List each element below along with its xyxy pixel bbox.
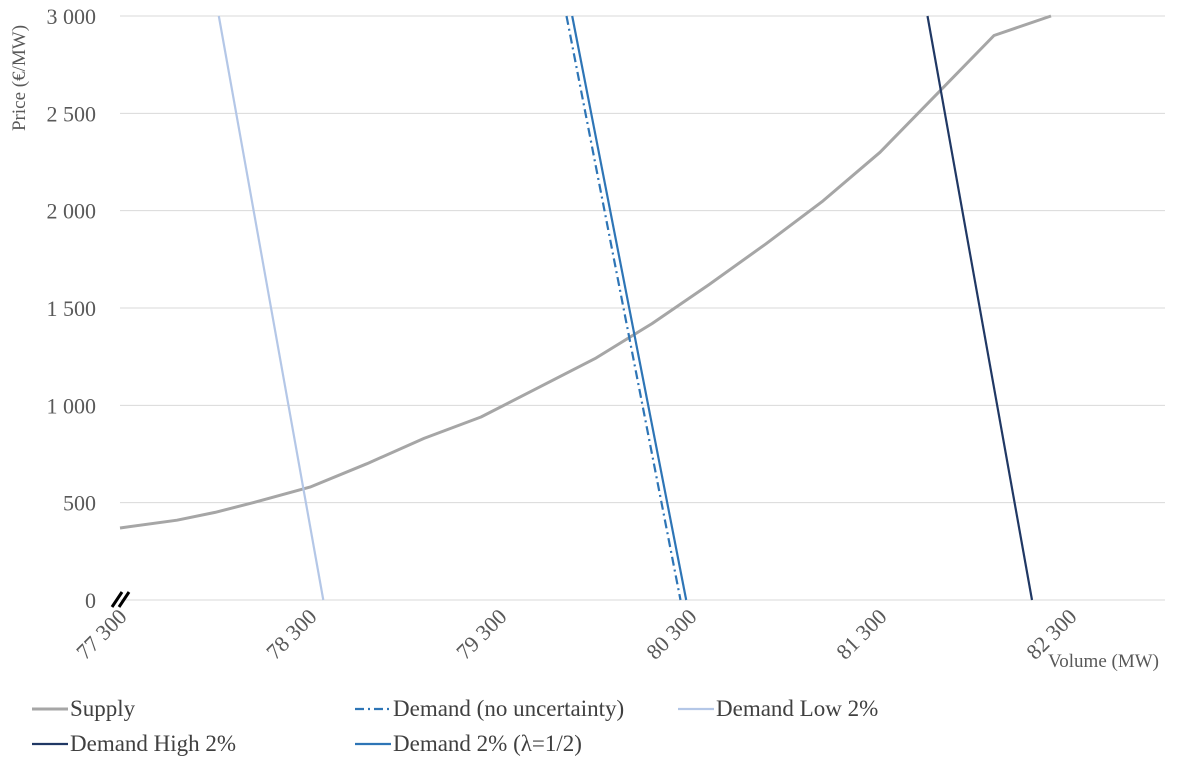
x-tick-labels: 77 300 78 300 79 300 80 300 81 300 82 300 xyxy=(71,604,1081,664)
y-tick-labels: 0 500 1 000 1 500 2 000 2 500 3 000 xyxy=(47,4,97,613)
y-tick-label: 2 500 xyxy=(47,101,97,126)
x-tick-label: 78 300 xyxy=(261,604,321,664)
y-tick-label: 1 000 xyxy=(47,393,97,418)
gridlines xyxy=(120,15,1165,504)
x-tick-label: 77 300 xyxy=(71,604,131,664)
y-tick-label: 1 500 xyxy=(47,296,97,321)
y-tick-label: 2 000 xyxy=(47,199,97,224)
series-line xyxy=(119,14,1052,530)
x-axis-title: Volume (MW) xyxy=(1048,651,1159,672)
series-lines xyxy=(119,14,1052,601)
y-axis-title: Price (€/MW) xyxy=(9,25,30,131)
axis-break-icon xyxy=(110,591,131,608)
axes xyxy=(110,591,1165,608)
y-tick-label: 3 000 xyxy=(47,4,97,29)
legend-label: Demand (no uncertainty) xyxy=(393,696,624,721)
x-tick-label: 81 300 xyxy=(831,604,891,664)
legend-label: Supply xyxy=(70,696,136,721)
legend: Supply Demand (no uncertainty) Demand Low … xyxy=(32,696,878,756)
legend-label: Demand Low 2% xyxy=(716,696,878,721)
series-line xyxy=(926,15,1034,601)
series-line xyxy=(217,15,325,601)
y-tick-label: 0 xyxy=(85,588,96,613)
legend-label: Demand High 2% xyxy=(70,731,236,756)
y-tick-label: 500 xyxy=(63,491,96,516)
series-line xyxy=(571,15,688,601)
x-tick-label: 79 300 xyxy=(451,604,511,664)
series-line xyxy=(565,15,682,601)
x-tick-label: 80 300 xyxy=(641,604,701,664)
legend-label: Demand 2% (λ=1/2) xyxy=(393,731,582,756)
